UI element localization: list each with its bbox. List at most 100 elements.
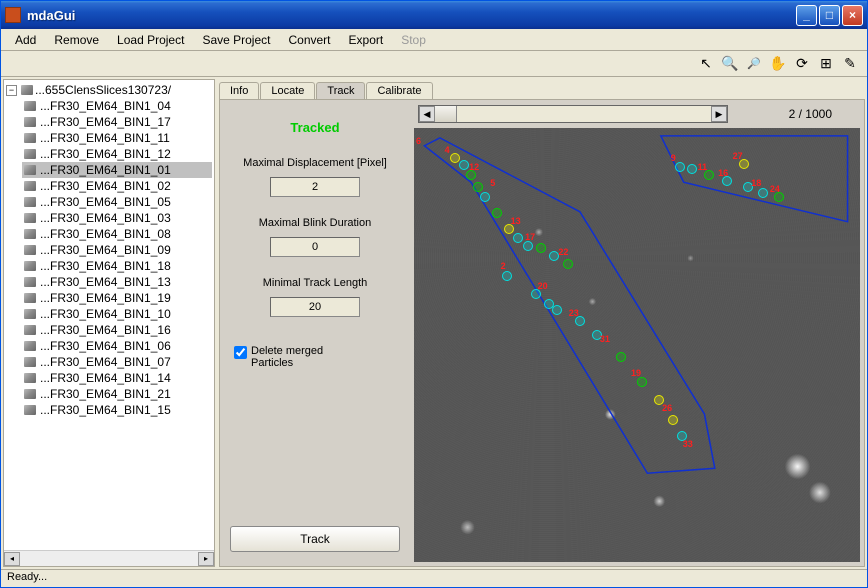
tree-item[interactable]: ...FR30_EM64_BIN1_02 — [22, 178, 212, 194]
tree-item[interactable]: ...FR30_EM64_BIN1_07 — [22, 354, 212, 370]
tree-item-label: ...FR30_EM64_BIN1_19 — [40, 291, 171, 305]
menu-add[interactable]: Add — [7, 31, 44, 49]
cube-icon — [24, 293, 36, 303]
menu-convert[interactable]: Convert — [280, 31, 338, 49]
tree-item-label: ...FR30_EM64_BIN1_06 — [40, 339, 171, 353]
particle-label: 27 — [733, 151, 743, 161]
tree-item-label: ...FR30_EM64_BIN1_03 — [40, 211, 171, 225]
maxblink-field[interactable]: 0 — [270, 237, 360, 257]
particle-label: 24 — [770, 184, 780, 194]
tree-item-label: ...FR30_EM64_BIN1_12 — [40, 147, 171, 161]
cube-icon — [24, 277, 36, 287]
tab-info[interactable]: Info — [219, 82, 259, 99]
particle-marker — [668, 415, 678, 425]
tree-item[interactable]: ...FR30_EM64_BIN1_13 — [22, 274, 212, 290]
status-label: Tracked — [290, 120, 339, 135]
zoom-in-tool[interactable]: 🔍 — [719, 53, 741, 75]
tree-item[interactable]: ...FR30_EM64_BIN1_01 — [22, 162, 212, 178]
slider-next-icon[interactable]: ▶ — [711, 106, 727, 122]
viewer-header: ◀ ▶ 2 / 1000 — [410, 100, 864, 128]
scroll-left-icon[interactable]: ◂ — [4, 552, 20, 566]
tab-calibrate[interactable]: Calibrate — [366, 82, 432, 99]
canvas[interactable]: 4125131722220233119263391116271824 6 — [414, 128, 860, 562]
tree-children: ...FR30_EM64_BIN1_04...FR30_EM64_BIN1_17… — [22, 98, 212, 418]
delete-merged-label: Delete mergedParticles — [251, 345, 323, 369]
particle-label: 12 — [469, 162, 479, 172]
menu-remove[interactable]: Remove — [46, 31, 107, 49]
collapse-icon[interactable]: − — [6, 85, 17, 96]
particle-label: 5 — [490, 178, 495, 188]
tree-item[interactable]: ...FR30_EM64_BIN1_09 — [22, 242, 212, 258]
tabs: Info Locate Track Calibrate — [219, 79, 865, 99]
tree-item[interactable]: ...FR30_EM64_BIN1_18 — [22, 258, 212, 274]
particles-overlay: 4125131722220233119263391116271824 — [414, 128, 860, 562]
track-button[interactable]: Track — [230, 526, 400, 552]
zoom-out-tool[interactable]: 🔎 — [743, 53, 765, 75]
delete-merged-checkbox[interactable] — [234, 346, 247, 359]
minimize-button[interactable]: _ — [796, 5, 817, 26]
pointer-tool[interactable]: ↖ — [695, 53, 717, 75]
delete-merged-row[interactable]: Delete mergedParticles — [234, 345, 323, 369]
datacursor-tool[interactable]: ⊞ — [815, 53, 837, 75]
tree-item[interactable]: ...FR30_EM64_BIN1_06 — [22, 338, 212, 354]
slider-prev-icon[interactable]: ◀ — [419, 106, 435, 122]
cube-icon — [24, 261, 36, 271]
track-params: Tracked Maximal Displacement [Pixel] 2 M… — [220, 100, 410, 566]
tree-item[interactable]: ...FR30_EM64_BIN1_16 — [22, 322, 212, 338]
tree-item[interactable]: ...FR30_EM64_BIN1_21 — [22, 386, 212, 402]
frame-slider[interactable]: ◀ ▶ — [418, 105, 728, 123]
slider-track[interactable] — [435, 106, 711, 122]
maxdisp-field[interactable]: 2 — [270, 177, 360, 197]
tree-item[interactable]: ...FR30_EM64_BIN1_19 — [22, 290, 212, 306]
menu-load-project[interactable]: Load Project — [109, 31, 192, 49]
cube-icon — [24, 197, 36, 207]
maxblink-label: Maximal Blink Duration — [259, 217, 371, 229]
menu-save-project[interactable]: Save Project — [194, 31, 278, 49]
file-tree-panel: − ...655ClensSlices130723/ ...FR30_EM64_… — [3, 79, 215, 567]
slider-thumb[interactable] — [435, 106, 457, 122]
tree-item[interactable]: ...FR30_EM64_BIN1_08 — [22, 226, 212, 242]
cube-icon — [24, 389, 36, 399]
cube-icon — [24, 229, 36, 239]
particle-label: 13 — [511, 216, 521, 226]
tree-item-label: ...FR30_EM64_BIN1_14 — [40, 371, 171, 385]
tab-track[interactable]: Track — [316, 82, 365, 99]
tree-item[interactable]: ...FR30_EM64_BIN1_17 — [22, 114, 212, 130]
app-window: mdaGui _ □ × Add Remove Load Project Sav… — [0, 0, 868, 588]
tree-item[interactable]: ...FR30_EM64_BIN1_05 — [22, 194, 212, 210]
particle-marker — [675, 162, 685, 172]
particle-label: 22 — [558, 247, 568, 257]
particle-marker — [687, 164, 697, 174]
tab-locate[interactable]: Locate — [260, 82, 315, 99]
cube-icon — [24, 373, 36, 383]
particle-label: 23 — [569, 308, 579, 318]
titlebar: mdaGui _ □ × — [1, 1, 867, 29]
tree-root[interactable]: − ...655ClensSlices130723/ — [6, 82, 212, 98]
particle-marker — [513, 233, 523, 243]
tree-item[interactable]: ...FR30_EM64_BIN1_15 — [22, 402, 212, 418]
menubar: Add Remove Load Project Save Project Con… — [1, 29, 867, 51]
tree-item-label: ...FR30_EM64_BIN1_02 — [40, 179, 171, 193]
brush-tool[interactable]: ✎ — [839, 53, 861, 75]
tree-item[interactable]: ...FR30_EM64_BIN1_03 — [22, 210, 212, 226]
tree-item-label: ...FR30_EM64_BIN1_16 — [40, 323, 171, 337]
rotate-tool[interactable]: ⟳ — [791, 53, 813, 75]
tree-item[interactable]: ...FR30_EM64_BIN1_11 — [22, 130, 212, 146]
tree-item[interactable]: ...FR30_EM64_BIN1_04 — [22, 98, 212, 114]
minlen-field[interactable]: 20 — [270, 297, 360, 317]
close-button[interactable]: × — [842, 5, 863, 26]
menu-export[interactable]: Export — [341, 31, 392, 49]
particle-marker — [616, 352, 626, 362]
tree-h-scrollbar[interactable]: ◂ ▸ — [4, 550, 214, 566]
tree-item[interactable]: ...FR30_EM64_BIN1_14 — [22, 370, 212, 386]
cube-icon — [24, 357, 36, 367]
toolbar: ↖ 🔍 🔎 ✋ ⟳ ⊞ ✎ — [1, 51, 867, 77]
scroll-right-icon[interactable]: ▸ — [198, 552, 214, 566]
tree-item[interactable]: ...FR30_EM64_BIN1_10 — [22, 306, 212, 322]
pan-tool[interactable]: ✋ — [767, 53, 789, 75]
cube-icon — [24, 149, 36, 159]
particle-label: 4 — [445, 145, 450, 155]
tree-item[interactable]: ...FR30_EM64_BIN1_12 — [22, 146, 212, 162]
hand-icon: ✋ — [769, 55, 786, 72]
maximize-button[interactable]: □ — [819, 5, 840, 26]
